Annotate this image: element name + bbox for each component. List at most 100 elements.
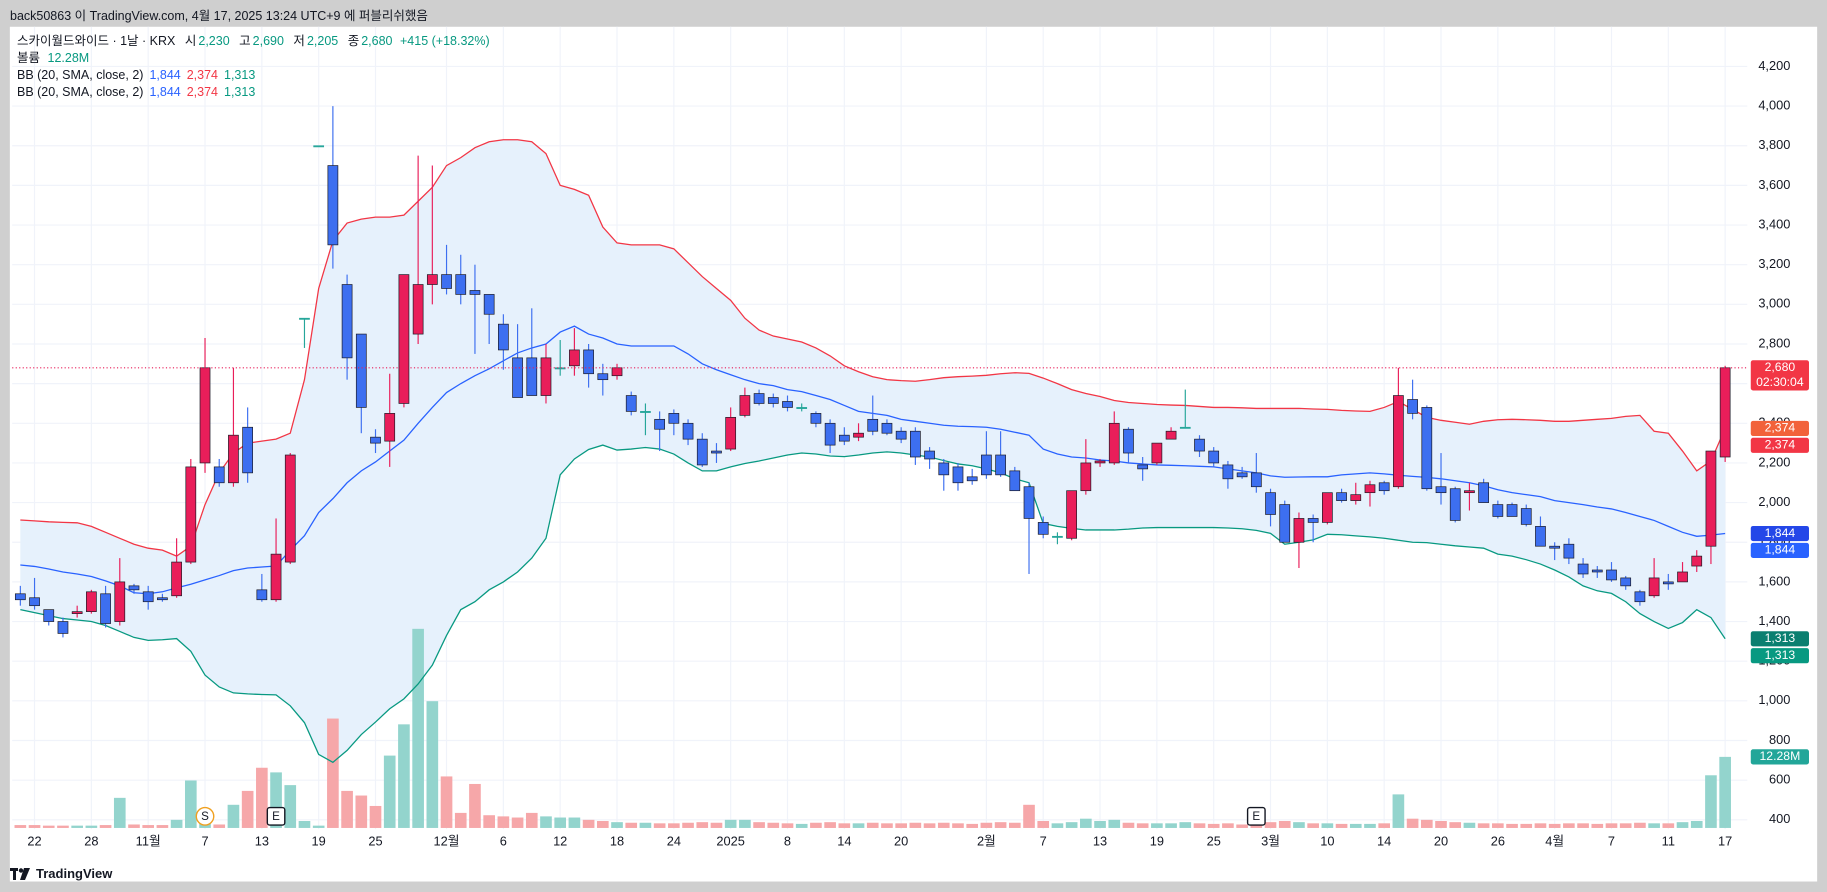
- volume-bar: [852, 823, 865, 828]
- x-tick-label: 12월: [434, 833, 460, 848]
- y-tick-label: 1,400: [1758, 613, 1790, 628]
- volume-bar: [398, 724, 410, 828]
- volume-bar: [341, 790, 353, 828]
- volume-bar: [483, 815, 495, 828]
- candle-body: [1208, 450, 1220, 464]
- candle-body: [1279, 504, 1291, 543]
- x-tick-label: 25: [368, 833, 382, 848]
- candle-body: [398, 274, 410, 404]
- bb-row: BB (20, SMA, close, 2) 1,844 2,374 1,313: [17, 84, 490, 101]
- y-tick-label: 800: [1769, 732, 1790, 747]
- candle-body: [1393, 395, 1404, 488]
- price-tag-label: 1,844: [1765, 526, 1796, 540]
- x-tick-label: 28: [84, 833, 98, 848]
- publish-note: back50863 이 TradingView.com, 4월 17, 2025…: [10, 9, 428, 23]
- volume-bar: [256, 767, 268, 828]
- candle-body: [895, 430, 907, 440]
- volume-bar: [1236, 824, 1248, 828]
- volume-bar: [1008, 822, 1021, 828]
- volume-bar: [71, 825, 83, 828]
- x-tick-label: 18: [610, 833, 624, 848]
- price-tag-label: 1,844: [1765, 543, 1796, 557]
- volume-bar: [838, 823, 851, 828]
- volume-bar: [213, 824, 226, 828]
- price-tag: [1750, 525, 1809, 542]
- candle-body: [1322, 492, 1333, 523]
- x-tick-label: 7: [1608, 833, 1615, 848]
- x-tick-label: 14: [1377, 833, 1391, 848]
- volume-bar: [369, 805, 382, 828]
- candle-body: [654, 418, 665, 430]
- y-tick-label: 1,000: [1758, 692, 1790, 707]
- candle-body: [455, 274, 467, 295]
- candle-body: [1549, 545, 1561, 549]
- volume-bar: [113, 797, 126, 828]
- event-marker: [1246, 806, 1266, 826]
- volume-bar: [312, 825, 325, 828]
- candle-body: [526, 357, 538, 396]
- volume-bar: [1037, 821, 1050, 828]
- volume-bar: [596, 821, 609, 828]
- candle-body: [370, 436, 381, 444]
- close-label: 종: [347, 34, 360, 48]
- volume-bar: [1207, 823, 1220, 828]
- band-fill: [20, 139, 1726, 763]
- volume-bar: [653, 823, 666, 828]
- candle-body: [1080, 462, 1092, 492]
- candle-body: [1293, 518, 1305, 543]
- volume-bar: [1690, 821, 1703, 828]
- x-tick-label: 22: [27, 833, 41, 848]
- candle-body: [995, 454, 1006, 476]
- candle-body: [1719, 367, 1731, 458]
- candle-body: [313, 145, 325, 148]
- candle-body: [1591, 569, 1603, 573]
- candle-body: [966, 476, 978, 482]
- x-tick-label: 14: [837, 833, 851, 848]
- price-tag-countdown: 02:30:04: [1756, 375, 1804, 389]
- volume-bar: [298, 821, 311, 828]
- event-marker: [195, 806, 215, 826]
- price-tag: [1750, 360, 1809, 391]
- volume-bar: [1634, 822, 1646, 828]
- x-tick-label: 2025: [716, 833, 744, 848]
- logo: [10, 867, 30, 880]
- x-tick-label: 8: [784, 833, 791, 848]
- volume-bar: [1364, 823, 1376, 828]
- volume-bar: [142, 825, 155, 828]
- volume-tag-label: 12.28M: [1759, 749, 1800, 763]
- volume-bar: [1179, 822, 1192, 828]
- price-tag-label: 2,374: [1765, 421, 1796, 435]
- bb-basis: 1,844: [149, 85, 181, 99]
- volume-bar: [909, 822, 922, 828]
- candle-body: [1691, 555, 1703, 567]
- high-label: 고: [239, 34, 251, 48]
- x-tick-label: 11: [1662, 833, 1675, 848]
- x-tick-label: 17: [1718, 833, 1732, 848]
- volume-bar: [668, 823, 680, 828]
- candle-body: [384, 413, 396, 442]
- x-tick-label: 20: [1434, 833, 1448, 848]
- volume-bar: [1492, 823, 1504, 828]
- volume-bar: [767, 822, 780, 828]
- candle-body: [1052, 535, 1063, 538]
- footer: TradingView: [10, 866, 112, 881]
- event-label: E: [1252, 810, 1260, 823]
- price-tag-label: 1,313: [1765, 631, 1796, 645]
- x-tick-label: 11월: [136, 833, 161, 848]
- candle-body: [1364, 484, 1376, 494]
- ohlc-row: 스카이월드와이드 · 1날 · KRX 시 2,230 고 2,690 저 2,205…: [17, 33, 490, 50]
- bb-upper: 2,374: [186, 68, 218, 82]
- x-tick-label: 20: [894, 833, 908, 848]
- candle-body: [1194, 438, 1205, 452]
- x-tick-label: 6: [500, 833, 507, 848]
- candle-body: [1407, 399, 1418, 414]
- candle-body: [1023, 486, 1035, 519]
- open-label: 시: [184, 34, 197, 48]
- volume-bar: [582, 819, 595, 828]
- candle-body: [483, 294, 495, 315]
- candle-body: [1606, 569, 1617, 581]
- volume-bar: [1108, 819, 1121, 828]
- volume-bar: [710, 822, 723, 828]
- candle-body: [739, 395, 751, 416]
- candle-body: [142, 591, 154, 603]
